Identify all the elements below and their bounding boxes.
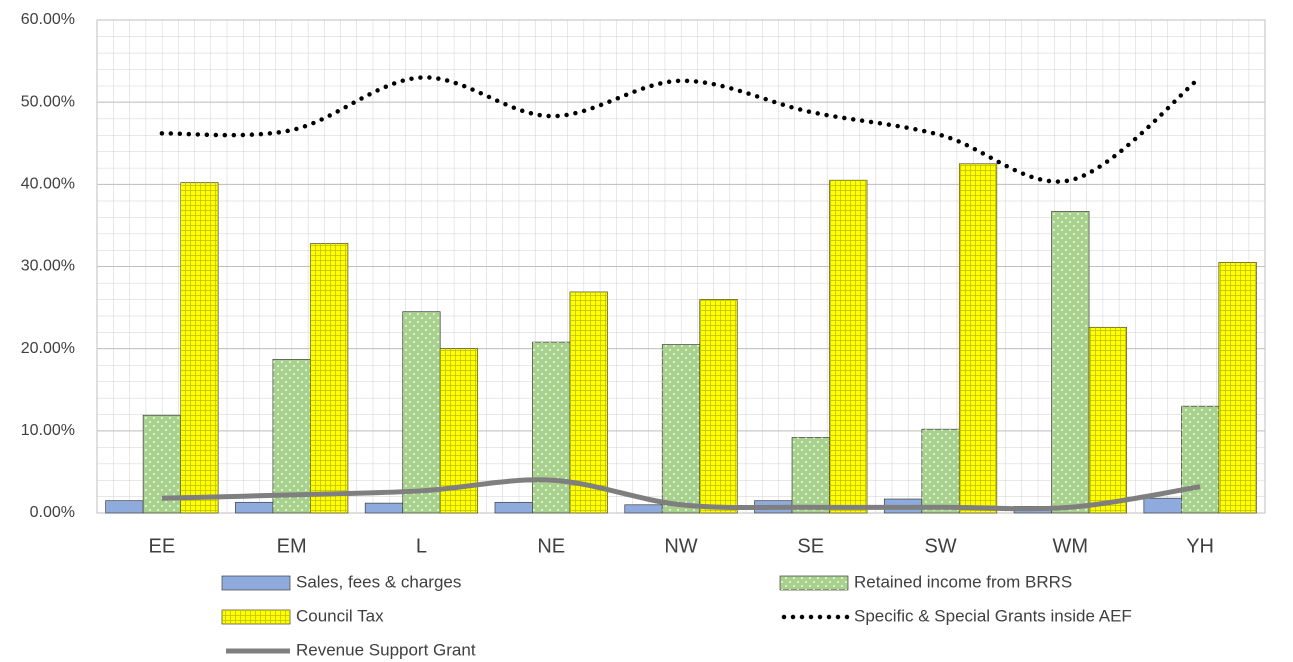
bar-pattern: [569, 291, 608, 513]
bar: [180, 182, 219, 514]
bar-pattern: [402, 311, 441, 513]
line: [161, 477, 1201, 512]
y-tick-label: 10.00%: [21, 422, 75, 439]
legend-swatch-pattern: [222, 610, 290, 624]
bar: [105, 500, 144, 514]
bar: [569, 291, 608, 514]
bar-pattern: [180, 182, 219, 513]
bar: [310, 243, 349, 514]
bar-pattern: [310, 243, 348, 513]
bar: [1051, 211, 1090, 514]
bar: [1218, 262, 1257, 514]
bar-pattern: [532, 342, 570, 513]
bar: [661, 344, 701, 514]
y-tick-label: 30.00%: [21, 258, 75, 275]
bar: [272, 358, 311, 514]
legend-label: Specific & Special Grants inside AEF: [854, 606, 1132, 625]
legend-label: Sales, fees & charges: [296, 572, 461, 591]
bar: [958, 163, 998, 514]
bar-pattern: [1181, 406, 1219, 513]
x-tick-label: L: [416, 535, 427, 557]
legend-item: Sales, fees & charges: [221, 572, 461, 591]
x-tick-label: NE: [537, 535, 565, 557]
y-tick-label: 40.00%: [21, 176, 75, 193]
plot-area: 0.00% 10.00% 20.00% 30.00% 40.00% 50.00% 60.00…: [21, 11, 1266, 557]
bar-fill: [105, 500, 144, 514]
x-tick-label: SE: [797, 535, 824, 557]
legend-swatch: [221, 575, 291, 591]
legend-item: Council Tax: [221, 606, 384, 625]
x-tick-label: YH: [1186, 535, 1214, 557]
bar-pattern: [921, 429, 960, 513]
line: [159, 75, 1203, 184]
y-tick-label: 50.00%: [21, 93, 75, 110]
bar-fill: [1143, 497, 1182, 514]
legend-item: Revenue Support Grant: [226, 640, 476, 659]
bar: [364, 502, 404, 514]
legend-item: Retained income from BRRS: [779, 572, 1072, 591]
bar: [1088, 326, 1127, 514]
bar: [1143, 497, 1182, 514]
bar-fill: [624, 504, 663, 514]
x-tick-label: EM: [277, 535, 307, 557]
bar-pattern: [959, 163, 997, 513]
bar-pattern: [1051, 211, 1090, 513]
x-tick-label: WM: [1053, 535, 1089, 557]
bar-pattern: [1089, 327, 1127, 513]
bar: [624, 504, 663, 514]
y-tick-label: 60.00%: [21, 11, 75, 28]
bar: [829, 179, 868, 514]
bar: [699, 299, 738, 514]
bar-pattern: [792, 437, 830, 513]
legend-label: Retained income from BRRS: [854, 572, 1072, 591]
bar: [1181, 405, 1220, 514]
x-tick-label: EE: [149, 535, 176, 557]
legend-item: Specific & Special Grants inside AEF: [781, 606, 1132, 625]
bar-fill: [235, 501, 274, 514]
bar-pattern: [1218, 262, 1257, 513]
legend-swatch-pattern: [780, 576, 848, 590]
legend: Sales, fees & charges Retained income fro…: [221, 572, 1132, 659]
bar-fill: [364, 502, 404, 514]
x-tick-label: SW: [924, 535, 956, 557]
bar: [532, 341, 571, 514]
bar-pattern: [699, 299, 738, 513]
x-tick-label: NW: [664, 535, 697, 557]
bar: [402, 311, 441, 514]
bar-pattern: [829, 180, 868, 513]
legend-label: Council Tax: [296, 606, 384, 625]
bar-pattern: [272, 359, 311, 513]
y-tick-label: 0.00%: [30, 504, 75, 521]
bar: [235, 501, 274, 514]
bar-pattern: [662, 344, 700, 513]
bar-fill: [494, 501, 533, 514]
y-tick-label: 20.00%: [21, 340, 75, 357]
bar: [921, 428, 960, 514]
bar: [791, 437, 830, 514]
bar: [494, 501, 533, 514]
legend-label: Revenue Support Grant: [296, 640, 476, 659]
